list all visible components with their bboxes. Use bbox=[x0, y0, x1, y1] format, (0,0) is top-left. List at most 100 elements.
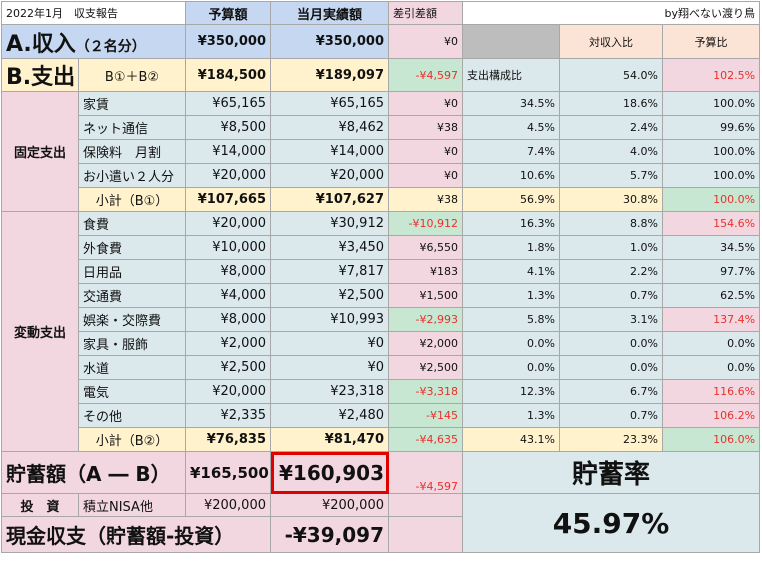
expense-label-cell: B.支出 bbox=[1, 58, 79, 92]
group-label: 変動支出 bbox=[1, 211, 79, 452]
line-item-row: お小遣い２人分 ¥20,000 ¥20,000 ¥0 10.6% 5.7% 100.0% bbox=[2, 163, 761, 188]
subtotal-share: 43.1% bbox=[462, 427, 560, 452]
item-diff: -¥3,318 bbox=[388, 379, 463, 404]
col-diff-header: 差引差額 bbox=[388, 1, 463, 25]
subtotal-diff: -¥4,635 bbox=[388, 427, 463, 452]
savings-actual: ¥160,903 bbox=[270, 451, 389, 494]
line-item-row: 保険料 月割 ¥14,000 ¥14,000 ¥0 7.4% 4.0% 100.0% bbox=[2, 139, 761, 164]
item-income-ratio: 0.0% bbox=[559, 331, 663, 356]
item-actual: ¥65,165 bbox=[270, 91, 389, 116]
savings-label: 貯蓄額（A ― B） bbox=[1, 451, 186, 494]
item-budget: ¥65,165 bbox=[185, 91, 271, 116]
item-income-ratio: 0.7% bbox=[559, 403, 663, 428]
item-income-ratio: 0.0% bbox=[559, 355, 663, 380]
cash-flow-value: -¥39,097 bbox=[270, 516, 389, 553]
item-budget-ratio: 34.5% bbox=[661, 235, 761, 260]
item-actual: ¥7,817 bbox=[270, 259, 389, 284]
item-budget-ratio: 0.0% bbox=[661, 355, 761, 380]
item-diff: ¥0 bbox=[388, 139, 463, 164]
line-item-row: 家具・服飾 ¥2,000 ¥0 ¥2,000 0.0% 0.0% 0.0% bbox=[2, 331, 761, 356]
investment-label: 投 資 bbox=[1, 493, 79, 517]
income-diff: ¥0 bbox=[388, 24, 463, 59]
expense-formula: B①＋B② bbox=[78, 58, 186, 92]
item-budget-ratio: 62.5% bbox=[661, 283, 761, 308]
col-actual-header: 当月実績額 bbox=[270, 1, 389, 25]
savings-diff: -¥4,597 bbox=[388, 451, 463, 494]
expense-income-ratio: 54.0% bbox=[559, 58, 663, 92]
item-diff: -¥10,912 bbox=[388, 211, 463, 236]
income-label-cell: A.収入（２名分） bbox=[1, 24, 186, 59]
item-diff: -¥2,993 bbox=[388, 307, 463, 332]
subtotal-row: 小計（B①） ¥107,665 ¥107,627 ¥38 56.9% 30.8% 100.0… bbox=[2, 187, 761, 212]
item-budget-ratio: 154.6% bbox=[661, 211, 761, 236]
investment-budget: ¥200,000 bbox=[185, 493, 271, 517]
expense-row: B.支出 B①＋B② ¥184,500 ¥189,097 -¥4,597 支出構… bbox=[1, 58, 761, 92]
income-budget: ¥350,000 bbox=[185, 24, 271, 59]
subtotal-share: 56.9% bbox=[462, 187, 560, 212]
item-diff: ¥38 bbox=[388, 115, 463, 140]
item-actual: ¥10,993 bbox=[270, 307, 389, 332]
item-name: 水道 bbox=[78, 355, 186, 380]
savings-rate-label: 貯蓄率 bbox=[461, 451, 761, 494]
item-income-ratio: 2.2% bbox=[559, 259, 663, 284]
gray-cell bbox=[462, 24, 560, 59]
item-share: 16.3% bbox=[462, 211, 560, 236]
item-income-ratio: 8.8% bbox=[559, 211, 663, 236]
item-name: 交通費 bbox=[78, 283, 186, 308]
item-budget-ratio: 100.0% bbox=[661, 139, 761, 164]
item-share: 7.4% bbox=[462, 139, 560, 164]
item-share: 4.1% bbox=[462, 259, 560, 284]
item-budget-ratio: 137.4% bbox=[661, 307, 761, 332]
investment-diff-empty bbox=[388, 493, 463, 517]
item-name: お小遣い２人分 bbox=[78, 163, 186, 188]
item-share: 1.3% bbox=[462, 403, 560, 428]
item-actual: ¥20,000 bbox=[270, 163, 389, 188]
header-row: 2022年1月 収支報告 予算額 当月実績額 差引差額 by翔べない渡り鳥 bbox=[1, 1, 761, 25]
item-budget: ¥14,000 bbox=[185, 139, 271, 164]
item-diff: ¥0 bbox=[388, 163, 463, 188]
line-item-row: ネット通信 ¥8,500 ¥8,462 ¥38 4.5% 2.4% 99.6% bbox=[2, 115, 761, 140]
item-diff: ¥2,500 bbox=[388, 355, 463, 380]
item-budget: ¥2,335 bbox=[185, 403, 271, 428]
expense-actual: ¥189,097 bbox=[270, 58, 389, 92]
subtotal-row: 小計（B②） ¥76,835 ¥81,470 -¥4,635 43.1% 23.3% 106… bbox=[2, 427, 761, 452]
subtotal-actual: ¥107,627 bbox=[270, 187, 389, 212]
item-actual: ¥2,500 bbox=[270, 283, 389, 308]
subtotal-name: 小計（B②） bbox=[78, 427, 186, 452]
income-label: A.収入 bbox=[6, 31, 76, 57]
item-budget: ¥4,000 bbox=[185, 283, 271, 308]
subtotal-diff: ¥38 bbox=[388, 187, 463, 212]
line-item-row: 外食費 ¥10,000 ¥3,450 ¥6,550 1.8% 1.0% 34.5% bbox=[2, 235, 761, 260]
investment-actual: ¥200,000 bbox=[270, 493, 389, 517]
item-budget: ¥2,000 bbox=[185, 331, 271, 356]
savings-row: 貯蓄額（A ― B） ¥165,500 ¥160,903 -¥4,597 貯蓄率 bbox=[1, 451, 761, 494]
item-budget: ¥10,000 bbox=[185, 235, 271, 260]
item-budget-ratio: 116.6% bbox=[661, 379, 761, 404]
item-budget: ¥20,000 bbox=[185, 163, 271, 188]
item-income-ratio: 2.4% bbox=[559, 115, 663, 140]
item-share: 5.8% bbox=[462, 307, 560, 332]
item-name: ネット通信 bbox=[78, 115, 186, 140]
item-budget: ¥8,000 bbox=[185, 259, 271, 284]
item-actual: ¥3,450 bbox=[270, 235, 389, 260]
item-actual: ¥0 bbox=[270, 331, 389, 356]
item-share: 10.6% bbox=[462, 163, 560, 188]
subtotal-budget: ¥76,835 bbox=[185, 427, 271, 452]
subtotal-income-ratio: 30.8% bbox=[559, 187, 663, 212]
item-name: 外食費 bbox=[78, 235, 186, 260]
item-budget: ¥2,500 bbox=[185, 355, 271, 380]
cash-flow-label: 現金収支（貯蓄額-投資） bbox=[1, 516, 271, 553]
expense-budget-ratio: 102.5% bbox=[661, 58, 761, 92]
item-share: 34.5% bbox=[462, 91, 560, 116]
item-income-ratio: 18.6% bbox=[559, 91, 663, 116]
expense-share-label: 支出構成比 bbox=[462, 58, 560, 92]
item-income-ratio: 6.7% bbox=[559, 379, 663, 404]
item-budget: ¥8,000 bbox=[185, 307, 271, 332]
investment-name: 積立NISA他 bbox=[78, 493, 186, 517]
line-item-row: 固定支出 家賃 ¥65,165 ¥65,165 ¥0 34.5% 18.6% 100.0% bbox=[1, 91, 761, 212]
item-share: 4.5% bbox=[462, 115, 560, 140]
item-name: 保険料 月割 bbox=[78, 139, 186, 164]
item-budget-ratio: 100.0% bbox=[661, 163, 761, 188]
income-actual: ¥350,000 bbox=[270, 24, 389, 59]
